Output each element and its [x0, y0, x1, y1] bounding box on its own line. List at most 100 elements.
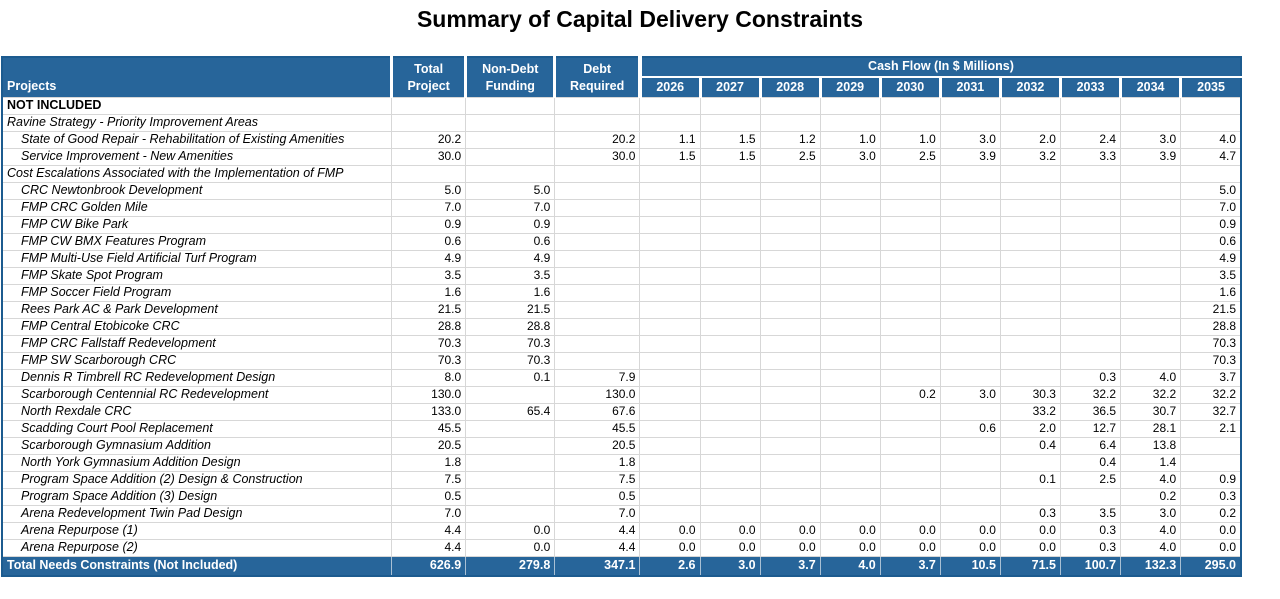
cashflow-2026-cell — [639, 250, 701, 268]
total-project-cell: 21.5 — [391, 301, 467, 319]
cashflow-2026-cell — [639, 386, 701, 404]
cashflow-2032-cell: 0.4 — [999, 437, 1061, 455]
total-project-cell: 130.0 — [391, 386, 467, 404]
project-label-cell: FMP Central Etobicoke CRC — [2, 318, 393, 336]
cashflow-2035-cell — [1180, 165, 1242, 183]
cashflow-2032-cell — [999, 454, 1061, 472]
cashflow-2035-cell: 3.5 — [1180, 267, 1242, 285]
cashflow-2035-cell — [1180, 97, 1242, 115]
total-project-cell: 3.5 — [391, 267, 467, 285]
cashflow-2034-cell — [1120, 352, 1182, 370]
cashflow-2034-cell: 4.0 — [1120, 369, 1182, 387]
cashflow-2030-cell — [879, 352, 941, 370]
cashflow-2029-cell — [819, 233, 881, 251]
cashflow-2029-cell: 1.0 — [819, 131, 881, 149]
non-debt-funding-cell — [465, 437, 556, 455]
cashflow-2033-cell: 6.4 — [1059, 437, 1122, 455]
cashflow-2034-cell: 32.2 — [1120, 386, 1182, 404]
project-label-cell: Cost Escalations Associated with the Imp… — [2, 165, 393, 183]
non-debt-funding-cell — [465, 386, 556, 404]
cashflow-2028-cell: 0.0 — [759, 539, 821, 557]
cashflow-2035-cell: 0.6 — [1180, 233, 1242, 251]
table-row: Rees Park AC & Park Development 21.5 21.5 2… — [2, 301, 1242, 319]
cashflow-2030-cell — [879, 403, 941, 421]
cashflow-2035-cell — [1180, 454, 1242, 472]
cashflow-2030-cell — [879, 369, 941, 387]
non-debt-funding-cell: 0.1 — [465, 369, 556, 387]
cashflow-2027-cell — [699, 250, 761, 268]
cashflow-2027-cell — [699, 335, 761, 353]
cashflow-2026-cell — [639, 488, 701, 506]
cashflow-2031-cell — [939, 301, 1001, 319]
cashflow-2031-cell — [939, 182, 1001, 200]
debt-required-cell: 67.6 — [554, 403, 641, 421]
cashflow-2033-cell: 0.3 — [1059, 369, 1122, 387]
cashflow-2026-cell — [639, 335, 701, 353]
cashflow-2035-cell — [1180, 114, 1242, 132]
non-debt-funding-cell: 0.6 — [465, 233, 556, 251]
cashflow-2031-cell — [939, 437, 1001, 455]
cashflow-2034-cell — [1120, 284, 1182, 302]
cashflow-2026-cell — [639, 165, 701, 183]
year-header: 2034 — [1119, 77, 1181, 98]
cashflow-2035-cell: 0.0 — [1180, 522, 1242, 540]
total-project-cell: 4.9 — [391, 250, 467, 268]
cashflow-2031-cell — [939, 165, 1001, 183]
cashflow-2030-cell — [879, 216, 941, 234]
table-row: FMP SW Scarborough CRC 70.3 70.3 70.3 — [2, 352, 1242, 370]
cashflow-2026-cell — [639, 301, 701, 319]
cashflow-2032-cell: 3.2 — [999, 148, 1061, 166]
non-debt-funding-cell — [465, 114, 556, 132]
cashflow-2026-cell — [639, 267, 701, 285]
cashflow-2029-cell — [819, 420, 881, 438]
cashflow-2033-cell — [1059, 216, 1122, 234]
non-debt-funding-cell — [465, 454, 556, 472]
cashflow-2034-cell — [1120, 318, 1182, 336]
cashflow-2030-cell — [879, 114, 941, 132]
cashflow-2028-cell: 0.0 — [759, 522, 821, 540]
cashflow-2027-cell: 0.0 — [699, 522, 761, 540]
cashflow-2030-cell: 3.7 — [879, 556, 941, 576]
cashflow-2031-cell — [939, 97, 1001, 115]
cashflow-2028-cell — [759, 318, 821, 336]
cashflow-2035-cell: 3.7 — [1180, 369, 1242, 387]
non-debt-funding-cell: 279.8 — [465, 556, 556, 576]
project-label-cell: Rees Park AC & Park Development — [2, 301, 393, 319]
cashflow-2028-cell — [759, 386, 821, 404]
cashflow-2032-cell — [999, 301, 1061, 319]
cashflow-2031-cell — [939, 505, 1001, 523]
project-label-cell: Arena Repurpose (2) — [2, 539, 393, 557]
total-project-cell: 1.6 — [391, 284, 467, 302]
cashflow-2028-cell — [759, 352, 821, 370]
cashflow-2026-cell — [639, 454, 701, 472]
total-row: Total Needs Constraints (Not Included) 62… — [2, 556, 1242, 576]
total-project-cell: 0.6 — [391, 233, 467, 251]
cashflow-2031-cell: 0.0 — [939, 539, 1001, 557]
non-debt-funding-cell — [465, 165, 556, 183]
cashflow-2032-cell: 0.0 — [999, 539, 1061, 557]
non-debt-funding-cell: 0.0 — [465, 539, 556, 557]
cashflow-2032-cell — [999, 216, 1061, 234]
table-row: Arena Repurpose (2) 4.4 0.0 4.4 0.0 0.0 0.0 0.0… — [2, 539, 1242, 557]
cashflow-2031-cell — [939, 233, 1001, 251]
cashflow-2029-cell: 4.0 — [819, 556, 881, 576]
cashflow-2028-cell — [759, 437, 821, 455]
project-label-cell: Arena Repurpose (1) — [2, 522, 393, 540]
cashflow-2031-cell — [939, 488, 1001, 506]
cashflow-2030-cell — [879, 182, 941, 200]
cashflow-2033-cell — [1059, 267, 1122, 285]
cashflow-2028-cell: 2.5 — [759, 148, 821, 166]
cashflow-2028-cell — [759, 403, 821, 421]
debt-required-cell — [554, 216, 641, 234]
cashflow-2028-cell — [759, 199, 821, 217]
non-debt-funding-cell: 70.3 — [465, 352, 556, 370]
table-row: North York Gymnasium Addition Design 1.8 1… — [2, 454, 1242, 472]
cashflow-2026-cell — [639, 420, 701, 438]
project-label-cell: Dennis R Timbrell RC Redevelopment Desig… — [2, 369, 393, 387]
cashflow-2030-cell — [879, 335, 941, 353]
cashflow-2027-cell: 3.0 — [699, 556, 761, 576]
cashflow-2030-cell — [879, 267, 941, 285]
table-row: FMP CRC Fallstaff Redevelopment 70.3 70.3 7… — [2, 335, 1242, 353]
year-header: 2030 — [878, 77, 941, 98]
cashflow-2029-cell — [819, 352, 881, 370]
